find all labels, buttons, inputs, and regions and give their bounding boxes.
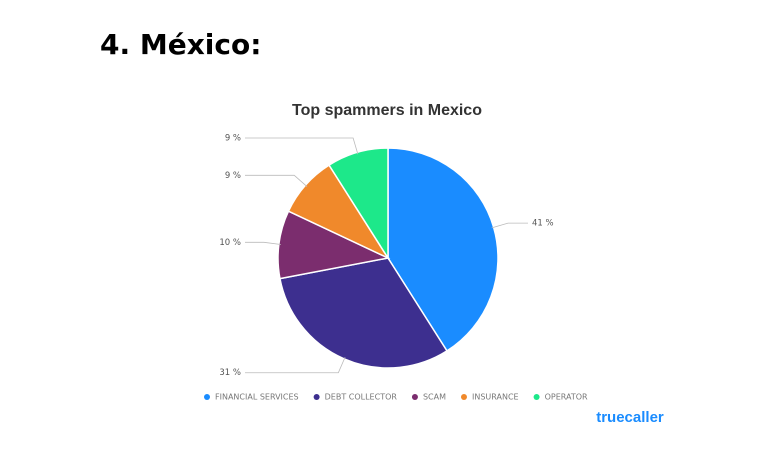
legend-marker (411, 394, 418, 400)
leader-line (491, 222, 528, 229)
legend-marker (204, 394, 210, 400)
legend-label: OPERATOR (545, 393, 588, 402)
legend-marker (460, 394, 467, 400)
leader-line (245, 137, 359, 155)
leader-line (245, 174, 308, 187)
data-label: 31 % (219, 368, 241, 378)
legend-marker (313, 394, 320, 400)
leader-line (245, 241, 281, 245)
logo: truecaller (596, 409, 664, 426)
data-label: 9 % (225, 133, 241, 143)
legend-label: INSURANCE (472, 393, 519, 402)
data-label: 10 % (219, 238, 241, 248)
legend-label: DEBT COLLECTOR (325, 393, 398, 402)
leader-line (245, 356, 346, 374)
chart-title: Top spammers in Mexico (292, 102, 482, 119)
legend-label: SCAM (423, 393, 446, 402)
data-label: 41 % (532, 219, 554, 229)
data-label: 9 % (225, 171, 241, 181)
heading: 4. México: (100, 28, 261, 61)
legend-marker (533, 394, 540, 400)
legend-label: FINANCIAL SERVICES (215, 393, 299, 402)
